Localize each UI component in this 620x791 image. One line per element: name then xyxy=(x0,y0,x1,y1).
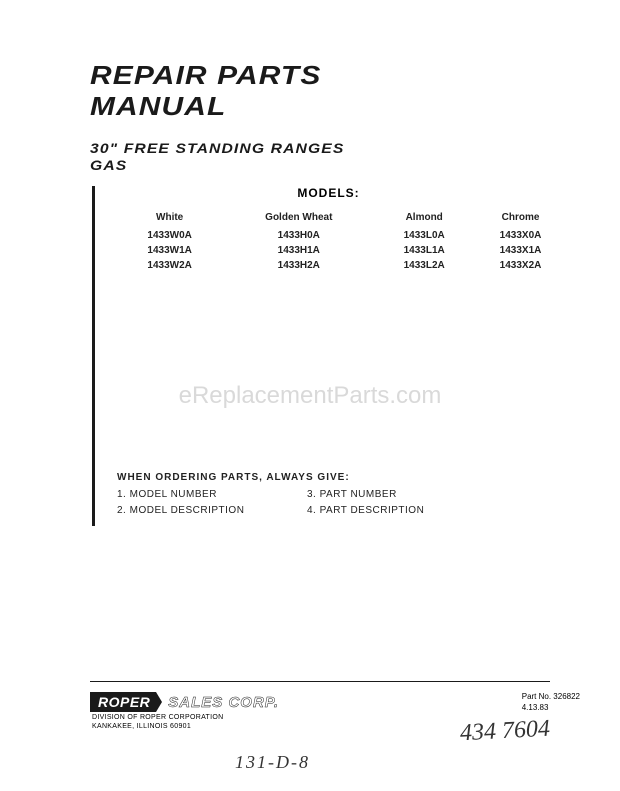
ordering-item: 2. MODEL DESCRIPTION xyxy=(117,505,307,516)
col-header: Golden Wheat xyxy=(222,212,375,227)
models-table: White Golden Wheat Almond Chrome 1433W0A… xyxy=(117,210,570,274)
cell: 1433W1A xyxy=(119,244,220,257)
division-info: DIVISION OF ROPER CORPORATION KANKAKEE, … xyxy=(92,714,279,731)
document-page: REPAIR PARTS MANUAL 30" FREE STANDING RA… xyxy=(0,0,620,791)
cell: 1433L2A xyxy=(377,259,471,272)
division-line-1: DIVISION OF ROPER CORPORATION xyxy=(92,714,223,721)
subtitle: 30" FREE STANDING RANGES GAS xyxy=(90,140,620,174)
roper-logo: ROPER SALES CORP. xyxy=(90,692,279,712)
content-block: MODELS: White Golden Wheat Almond Chrome… xyxy=(92,186,570,526)
cell: 1433H0A xyxy=(222,229,375,242)
col-header: Chrome xyxy=(473,212,568,227)
table-row: 1433W2A 1433H2A 1433L2A 1433X2A xyxy=(119,259,568,272)
subtitle-line-2: GAS xyxy=(90,157,127,173)
cell: 1433H1A xyxy=(222,244,375,257)
cell: 1433X2A xyxy=(473,259,568,272)
ordering-instructions: WHEN ORDERING PARTS, ALWAYS GIVE: 1. MOD… xyxy=(117,472,497,516)
footer-rule xyxy=(90,681,550,682)
division-line-2: KANKAKEE, ILLINOIS 60901 xyxy=(92,723,191,730)
table-row: 1433W0A 1433H0A 1433L0A 1433X0A xyxy=(119,229,568,242)
cell: 1433X1A xyxy=(473,244,568,257)
title-line-1: REPAIR PARTS xyxy=(90,60,620,91)
cell: 1433W2A xyxy=(119,259,220,272)
cell: 1433W0A xyxy=(119,229,220,242)
handwritten-note-2: 131-D-8 xyxy=(235,752,310,773)
title-line-2: MANUAL xyxy=(90,91,620,122)
col-header: Almond xyxy=(377,212,471,227)
roper-text: ROPER xyxy=(90,692,156,712)
table-header-row: White Golden Wheat Almond Chrome xyxy=(119,212,568,227)
ordering-item: 4. PART DESCRIPTION xyxy=(307,505,497,516)
ordering-item: 1. MODEL NUMBER xyxy=(117,489,307,500)
handwritten-note-1: 434 7604 xyxy=(459,716,550,748)
cell: 1433H2A xyxy=(222,259,375,272)
subtitle-line-1: 30" FREE STANDING RANGES xyxy=(90,140,344,156)
ordering-title: WHEN ORDERING PARTS, ALWAYS GIVE: xyxy=(117,472,497,483)
cell: 1433L1A xyxy=(377,244,471,257)
table-row: 1433W1A 1433H1A 1433L1A 1433X1A xyxy=(119,244,568,257)
part-number-block: Part No. 326822 4.13.83 xyxy=(522,692,580,713)
ordering-item: 3. PART NUMBER xyxy=(307,489,497,500)
part-date: 4.13.83 xyxy=(522,703,549,712)
cell: 1433L0A xyxy=(377,229,471,242)
col-header: White xyxy=(119,212,220,227)
part-number: Part No. 326822 xyxy=(522,692,580,701)
sales-corp-text: SALES CORP. xyxy=(168,694,279,711)
cell: 1433X0A xyxy=(473,229,568,242)
models-header: MODELS: xyxy=(87,186,570,200)
logo-block: ROPER SALES CORP. DIVISION OF ROPER CORP… xyxy=(90,692,279,731)
ordering-grid: 1. MODEL NUMBER 3. PART NUMBER 2. MODEL … xyxy=(117,489,497,516)
logo-cut-icon xyxy=(156,692,162,712)
